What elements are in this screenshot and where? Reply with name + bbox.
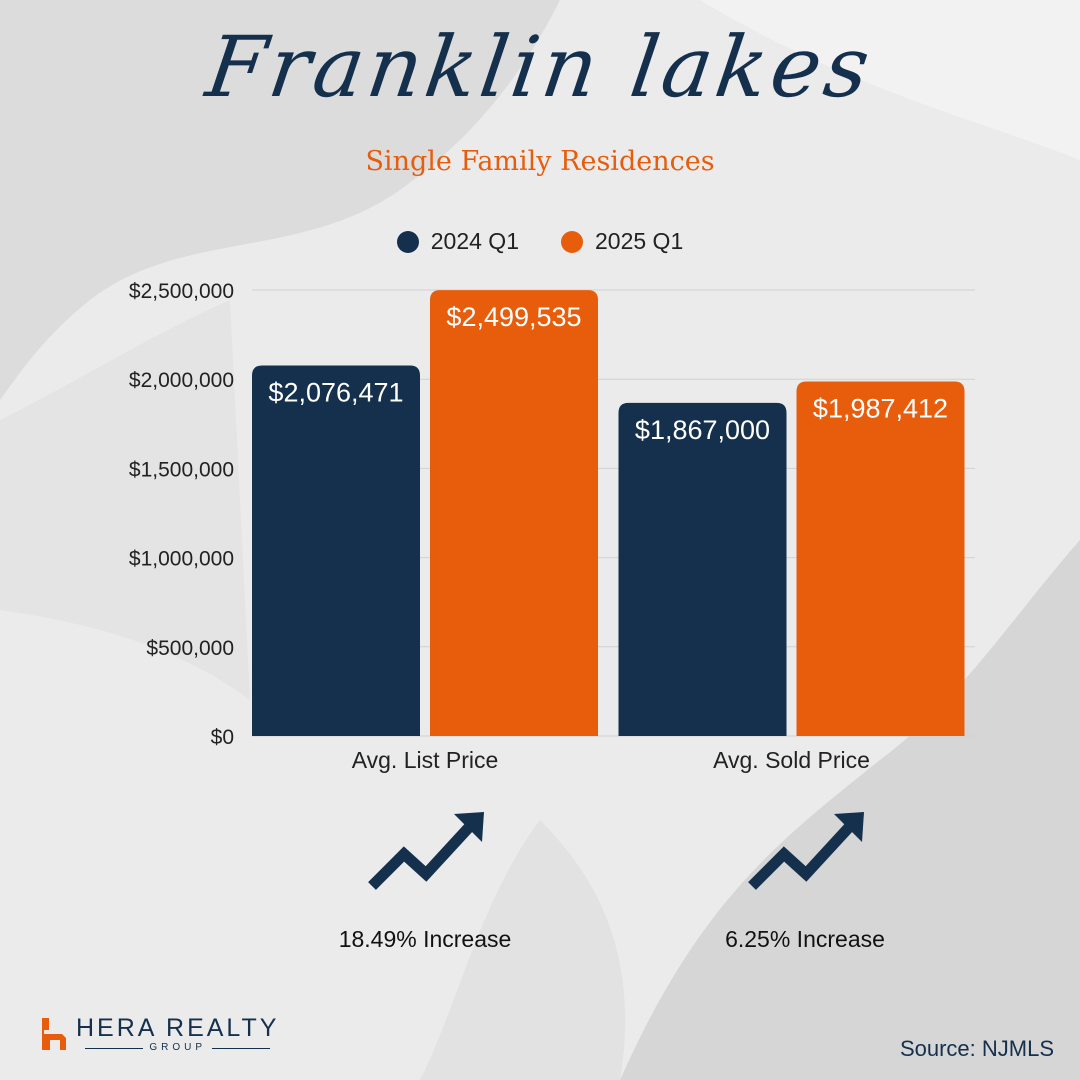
- y-tick-label: $2,000,000: [129, 369, 234, 392]
- bar-value-label: $1,987,412: [813, 393, 948, 423]
- sold-price-change-text: 6.25% Increase: [725, 926, 885, 952]
- legend-label-2025: 2025 Q1: [595, 228, 684, 254]
- x-category-label: Avg. Sold Price: [713, 747, 870, 773]
- legend-swatch-2025: [561, 230, 583, 253]
- bar: [252, 365, 420, 736]
- bar: [618, 402, 787, 736]
- bar: [796, 381, 965, 736]
- y-tick-label: $500,000: [146, 637, 234, 660]
- bar: [430, 290, 598, 736]
- list-price-change-text: 18.49% Increase: [338, 926, 512, 952]
- y-tick-label: $1,000,000: [129, 548, 234, 571]
- legend-item-2024: 2024 Q1: [396, 228, 519, 255]
- source-note: Source: NJMLS: [899, 1036, 1054, 1061]
- trending-up-arrow-icon: [748, 812, 864, 890]
- bar-value-label: $2,076,471: [268, 378, 403, 408]
- y-tick-label: $1,500,000: [129, 458, 234, 481]
- bar-value-label: $2,499,535: [446, 302, 581, 332]
- page-subtitle: Single Family Residences: [365, 146, 715, 177]
- legend-item-2025: 2025 Q1: [561, 228, 683, 255]
- logo-subtitle: GROUP: [149, 1042, 207, 1053]
- y-tick-label: $2,500,000: [129, 280, 234, 303]
- logo-wordmark: HERA REALTY: [76, 1014, 280, 1042]
- trending-up-arrow-icon: [368, 812, 484, 890]
- hera-h-logo-icon: [42, 1018, 66, 1050]
- chart-legend: 2024 Q1 2025 Q1: [0, 228, 1080, 255]
- legend-swatch-2024: [396, 230, 419, 253]
- hera-realty-logo: HERA REALTY GROUP: [40, 1014, 279, 1054]
- x-category-label: Avg. List Price: [352, 747, 499, 773]
- bar-value-label: $1,867,000: [635, 415, 770, 445]
- y-tick-label: $0: [211, 726, 234, 749]
- legend-label-2024: 2024 Q1: [430, 228, 519, 254]
